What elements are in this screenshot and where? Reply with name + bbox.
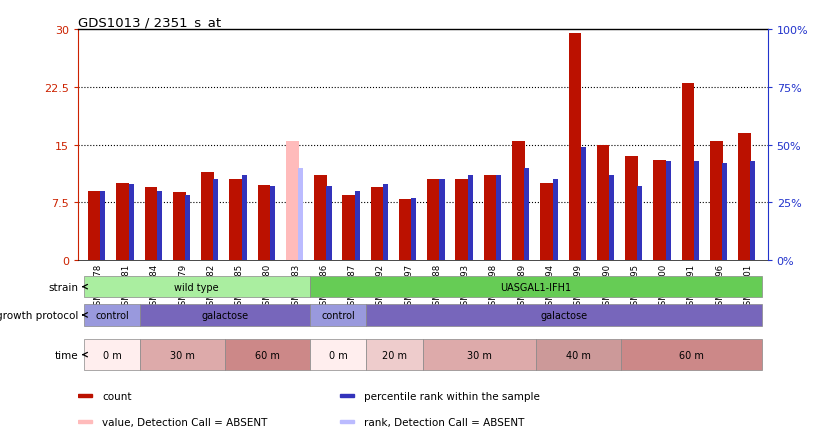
FancyBboxPatch shape — [366, 339, 423, 370]
Text: GDS1013 / 2351_s_at: GDS1013 / 2351_s_at — [78, 16, 221, 29]
Bar — [609, 175, 614, 260]
Bar — [468, 175, 473, 260]
Text: growth protocol: growth protocol — [0, 310, 79, 320]
Bar — [213, 180, 218, 260]
Bar — [666, 161, 671, 260]
Bar — [399, 199, 411, 260]
Bar — [637, 187, 642, 260]
Bar — [185, 196, 190, 260]
Bar — [340, 394, 354, 397]
Text: 0 m: 0 m — [328, 350, 347, 360]
Bar — [144, 187, 158, 260]
Text: galactose: galactose — [201, 310, 249, 320]
Bar — [694, 161, 699, 260]
Bar — [654, 161, 666, 260]
Bar — [201, 172, 213, 260]
Bar — [496, 175, 501, 260]
Text: galactose: galactose — [540, 310, 588, 320]
Bar — [270, 187, 275, 260]
Text: strain: strain — [48, 282, 79, 292]
Text: 30 m: 30 m — [170, 350, 195, 360]
Text: count: count — [102, 391, 131, 401]
Bar — [525, 168, 530, 260]
FancyBboxPatch shape — [84, 305, 140, 326]
Bar — [439, 180, 445, 260]
Text: rank, Detection Call = ABSENT: rank, Detection Call = ABSENT — [365, 417, 525, 427]
Bar — [298, 168, 303, 260]
Text: control: control — [321, 310, 355, 320]
Bar — [456, 180, 468, 260]
FancyBboxPatch shape — [621, 339, 762, 370]
Bar — [229, 180, 242, 260]
Text: UASGAL1-IFH1: UASGAL1-IFH1 — [500, 282, 571, 292]
Bar — [580, 148, 586, 260]
Bar — [568, 34, 581, 260]
Bar — [355, 191, 360, 260]
Text: value, Detection Call = ABSENT: value, Detection Call = ABSENT — [102, 417, 268, 427]
Text: percentile rank within the sample: percentile rank within the sample — [365, 391, 540, 401]
FancyBboxPatch shape — [536, 339, 621, 370]
Bar — [241, 175, 247, 260]
Bar — [157, 191, 162, 260]
FancyBboxPatch shape — [140, 305, 310, 326]
Bar — [88, 191, 101, 260]
FancyBboxPatch shape — [310, 276, 762, 298]
FancyBboxPatch shape — [310, 339, 366, 370]
Text: wild type: wild type — [174, 282, 219, 292]
Bar — [286, 141, 299, 260]
Bar — [370, 187, 383, 260]
Bar — [129, 184, 134, 260]
Text: 60 m: 60 m — [679, 350, 704, 360]
Bar — [710, 141, 722, 260]
Bar — [327, 187, 332, 260]
FancyBboxPatch shape — [366, 305, 762, 326]
Bar — [540, 184, 553, 260]
FancyBboxPatch shape — [84, 276, 310, 298]
Text: 30 m: 30 m — [467, 350, 492, 360]
Bar — [258, 185, 270, 260]
FancyBboxPatch shape — [225, 339, 310, 370]
Bar — [722, 164, 727, 260]
Bar — [117, 184, 129, 260]
Bar — [625, 157, 638, 260]
Bar — [597, 145, 609, 260]
Text: 40 m: 40 m — [566, 350, 590, 360]
Bar — [553, 180, 557, 260]
Bar — [342, 195, 355, 260]
Bar — [738, 134, 751, 260]
Bar — [314, 176, 327, 260]
Bar — [78, 420, 92, 423]
Bar — [383, 184, 388, 260]
FancyBboxPatch shape — [140, 339, 225, 370]
Bar — [427, 180, 440, 260]
FancyBboxPatch shape — [84, 339, 140, 370]
Text: time: time — [55, 350, 79, 360]
Bar — [78, 394, 92, 397]
Text: 60 m: 60 m — [255, 350, 280, 360]
Bar — [484, 176, 497, 260]
Bar — [411, 198, 416, 260]
Bar — [173, 193, 186, 260]
Text: 0 m: 0 m — [103, 350, 122, 360]
Bar — [340, 420, 354, 423]
Bar — [750, 161, 755, 260]
Text: 20 m: 20 m — [382, 350, 407, 360]
Text: control: control — [95, 310, 129, 320]
Bar — [100, 191, 105, 260]
Bar — [681, 84, 695, 260]
FancyBboxPatch shape — [423, 339, 536, 370]
Bar — [512, 141, 525, 260]
FancyBboxPatch shape — [310, 305, 366, 326]
